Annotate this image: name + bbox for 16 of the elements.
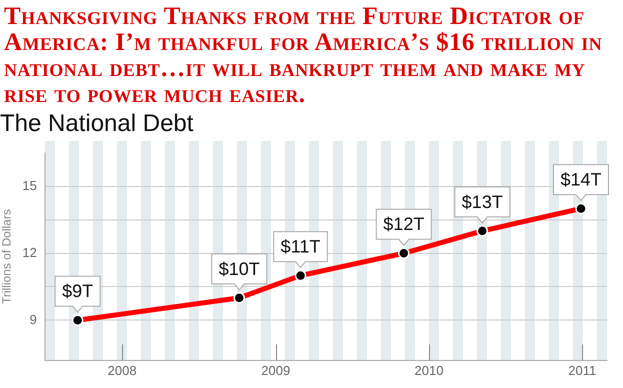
data-label: $9T [62, 281, 94, 302]
chart-title: Thanksgiving Thanks from the Future Dictator of America: I’m thankful for America’s $16 trillion in national debt…it will bankrupt them and make my rise to power much easier. [4, 3, 604, 108]
y-axis-title: Trillions of Dollars [0, 209, 14, 304]
y-tick-label: 12 [22, 244, 37, 260]
x-tick-label: 2008 [108, 362, 137, 378]
y-tick-label: 15 [22, 178, 37, 193]
x-tick-label: 2010 [414, 362, 444, 378]
x-tick-label: 2009 [261, 362, 290, 378]
x-tick-label: 2011 [568, 362, 596, 378]
data-label: $10T [218, 258, 260, 279]
y-tick-label: 9 [30, 312, 37, 327]
data-label: $13T [462, 192, 503, 212]
chart-subtitle: The National Debt [0, 110, 194, 138]
data-label: $11T [280, 236, 320, 257]
data-label: $12T [383, 214, 424, 234]
data-label: $14T [560, 170, 602, 190]
